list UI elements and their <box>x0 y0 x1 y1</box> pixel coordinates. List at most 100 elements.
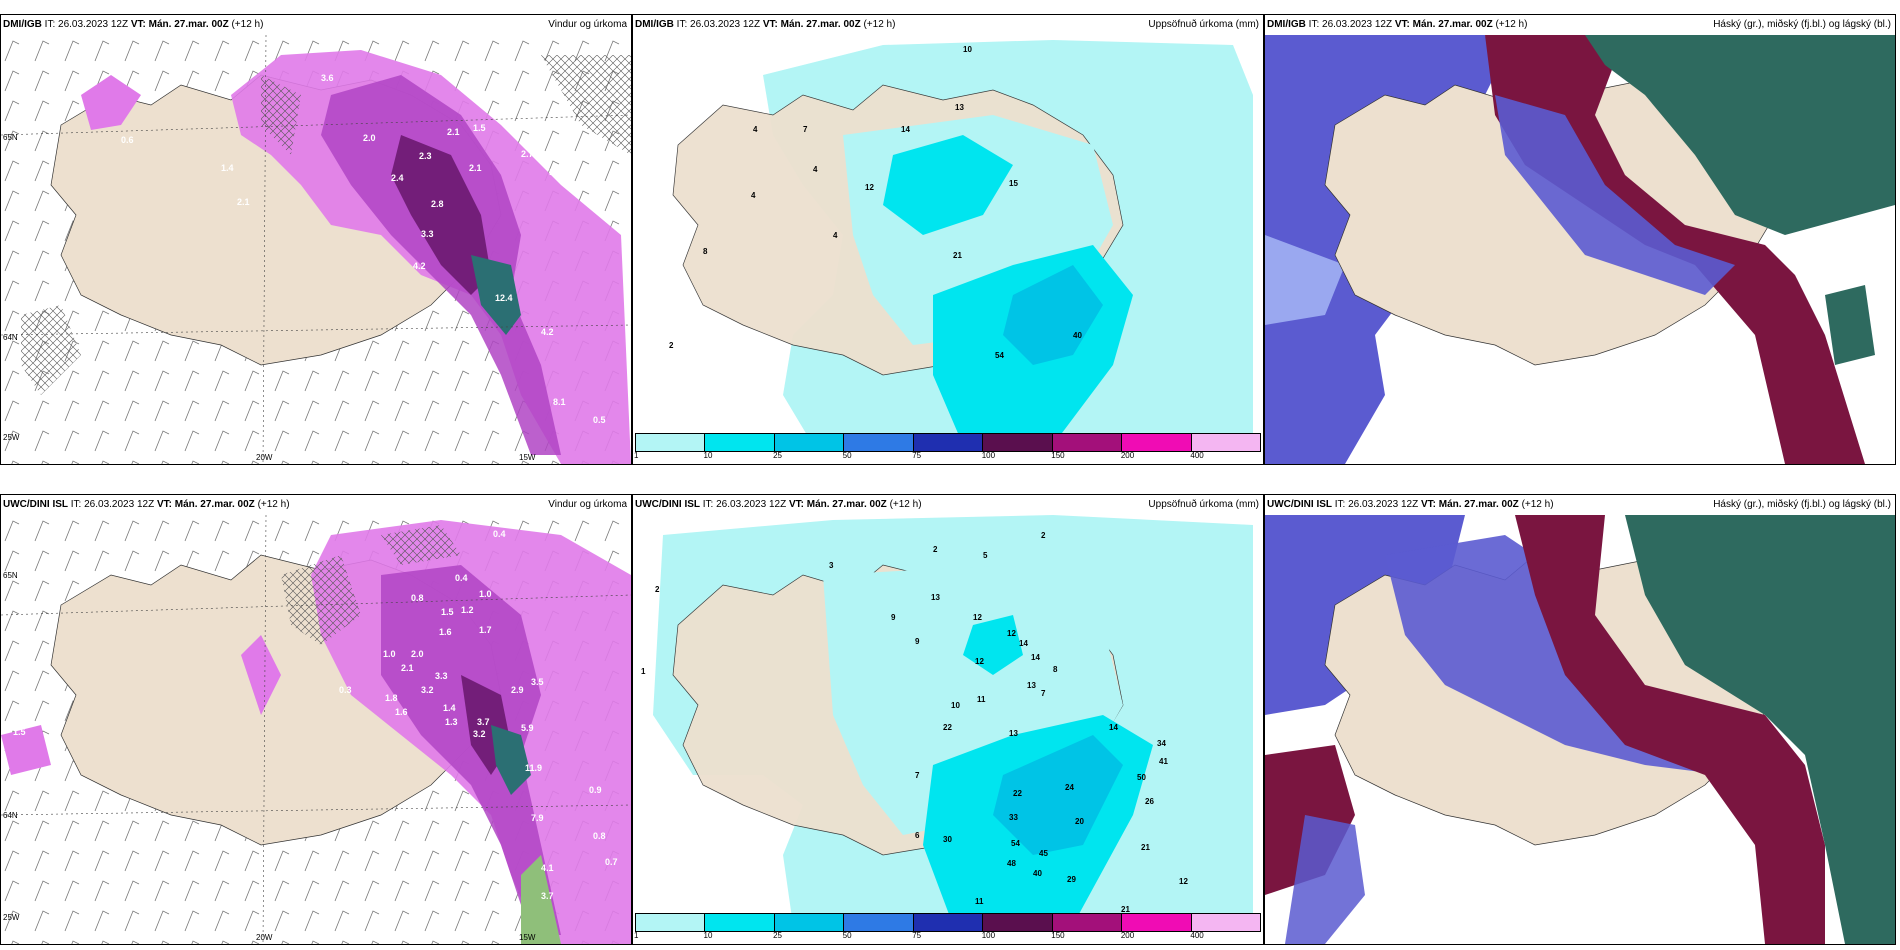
lead-time: (+12 h) <box>257 499 290 510</box>
precip-value: 3.2 <box>421 685 434 695</box>
precip-value: 9 <box>915 637 920 646</box>
vt-label: VT: <box>762 19 778 30</box>
product-title: Vindur og úrkoma <box>548 19 627 30</box>
it-value: 26.03.2023 12Z <box>84 499 155 510</box>
colorbar-cell <box>1191 434 1260 451</box>
precip-value: 1.7 <box>479 625 492 635</box>
vt-value: Mán. 27.mar. 00Z <box>174 499 255 510</box>
precip-value: 48 <box>1007 859 1016 868</box>
precip-teal-core <box>471 255 521 335</box>
axis-label: 65N <box>3 571 18 580</box>
precip-value: 2.4 <box>391 173 404 183</box>
panel-header: UWC/DINI ISL IT: 26.03.2023 12Z VT: Mán.… <box>1265 495 1895 515</box>
precip-value: 4 <box>833 231 838 240</box>
lead-time: (+12 h) <box>889 499 922 510</box>
it-value: 26.03.2023 12Z <box>690 19 761 30</box>
model-name: DMI/IGB <box>3 19 42 30</box>
colorbar-tick: 75 <box>912 451 922 460</box>
precip-value: 5 <box>983 551 988 560</box>
it-label: IT: <box>1308 19 1320 30</box>
colorbar-tick: 100 <box>981 931 996 940</box>
it-value: 26.03.2023 12Z <box>716 499 787 510</box>
precip-value: 1.2 <box>461 605 474 615</box>
precip-value: 40 <box>1033 869 1042 878</box>
colorbar-tick: 75 <box>912 931 922 940</box>
precip-purple-dark <box>391 135 491 295</box>
precip-value: 13 <box>931 593 940 602</box>
precip-value: 12 <box>1179 877 1188 886</box>
precip-value: 30 <box>943 835 952 844</box>
precip-value: 1.9 <box>469 57 482 67</box>
precip-value: 4 <box>753 125 758 134</box>
precip-value: 22 <box>1013 789 1022 798</box>
colorbar-cell <box>636 434 706 451</box>
precip-value: 3.2 <box>473 729 486 739</box>
colorbar-tick: 200 <box>1120 451 1135 460</box>
precip-value: 13 <box>1009 729 1018 738</box>
it-label: IT: <box>676 19 688 30</box>
precip-value: 0.9 <box>589 785 602 795</box>
precip-value: 2.0 <box>363 133 376 143</box>
vt-value: Mán. 27.mar. 00Z <box>1438 499 1519 510</box>
precip-value: 21 <box>1141 843 1150 852</box>
colorbar-tick: 150 <box>1051 451 1065 460</box>
panel-header: DMI/IGB IT: 26.03.2023 12Z VT: Mán. 27.m… <box>633 15 1263 35</box>
precip-value: 4.2 <box>413 261 426 271</box>
precip-value: 24 <box>1065 783 1074 792</box>
precip-value: 14 <box>901 125 910 134</box>
precip-value: 12 <box>865 183 874 192</box>
precip-value: 2.1 <box>401 663 414 673</box>
colorbar-cell <box>705 914 775 931</box>
precip-value: 12 <box>1007 629 1016 638</box>
precip-blue <box>993 735 1123 855</box>
colorbar-cell <box>983 434 1053 451</box>
precip-value: 0.6 <box>121 135 134 145</box>
panel-header: UWC/DINI ISL IT: 26.03.2023 12Z VT: Mán.… <box>633 495 1263 515</box>
precip-value: 54 <box>995 351 1004 360</box>
precip-value: 1.5 <box>441 607 454 617</box>
precip-value: 50 <box>1137 773 1146 782</box>
precip-value: 1.5 <box>13 727 26 737</box>
precip-colorbar: 1 10 25 50 75 100 150 200 400 <box>634 913 1261 940</box>
it-label: IT: <box>70 499 82 510</box>
precip-value: 1.4 <box>443 703 456 713</box>
precip-value: 4 <box>813 165 818 174</box>
model-name: DMI/IGB <box>1267 19 1306 30</box>
precip-value: 3.6 <box>321 73 334 83</box>
vt-value: Mán. 27.mar. 00Z <box>806 499 887 510</box>
green-coast <box>521 855 561 944</box>
vt-value: Mán. 27.mar. 00Z <box>148 19 229 30</box>
precip-value: 1.4 <box>221 163 234 173</box>
precip-value: 12 <box>973 613 982 622</box>
model-name: UWC/DINI ISL <box>1267 499 1332 510</box>
precip-value: 1.8 <box>385 693 398 703</box>
precip-value: 7 <box>915 771 920 780</box>
precip-value: 12 <box>975 657 984 666</box>
precip-value: 34 <box>1157 739 1166 748</box>
precip-value: 2.7 <box>521 149 534 159</box>
colorbar-cell <box>1052 434 1123 451</box>
precip-value: 11 <box>975 897 984 906</box>
colorbar-cell <box>1122 434 1192 451</box>
vt-value: Mán. 27.mar. 00Z <box>1412 19 1493 30</box>
precip-value: 2 <box>655 585 660 594</box>
colorbar-tick: 1 <box>634 931 639 940</box>
precip-value: 26 <box>1145 797 1154 806</box>
precip-value: 1.6 <box>439 627 452 637</box>
it-value: 26.03.2023 12Z <box>58 19 129 30</box>
product-title: Háský (gr.), miðský (fj.bl.) og lágský (… <box>1713 499 1891 510</box>
hatch-area <box>21 55 631 395</box>
precip-value: 1.9 <box>449 57 462 67</box>
colorbar-tick: 100 <box>981 451 996 460</box>
precip-value: 4 <box>751 191 756 200</box>
precip-value: 2.9 <box>511 685 524 695</box>
precip-value: 3.7 <box>477 717 490 727</box>
product-title: Vindur og úrkoma <box>548 499 627 510</box>
precip-value: 2.1 <box>469 163 482 173</box>
precip-value: 0.3 <box>339 685 352 695</box>
low-cloud-sw <box>1285 815 1365 944</box>
it-label: IT: <box>1334 499 1346 510</box>
precip-value: 3.3 <box>421 229 434 239</box>
precip-value: 15 <box>1009 179 1018 188</box>
colorbar-tick: 25 <box>773 931 782 940</box>
